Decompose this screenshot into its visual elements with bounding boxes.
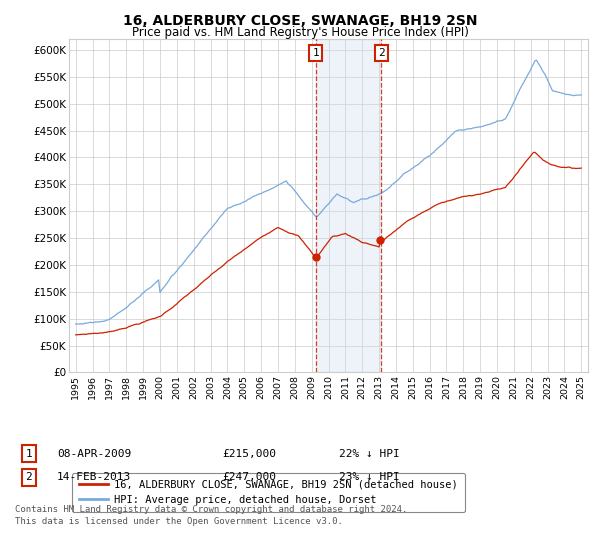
Text: 22% ↓ HPI: 22% ↓ HPI (339, 449, 400, 459)
Text: 08-APR-2009: 08-APR-2009 (57, 449, 131, 459)
Text: 2: 2 (25, 472, 32, 482)
Text: 1: 1 (313, 48, 319, 58)
Bar (316, 39, 381, 372)
Text: 14-FEB-2013: 14-FEB-2013 (57, 472, 131, 482)
Legend: 16, ALDERBURY CLOSE, SWANAGE, BH19 2SN (detached house), HPI: Average price, det: 16, ALDERBURY CLOSE, SWANAGE, BH19 2SN (… (71, 473, 466, 512)
Text: 1: 1 (25, 449, 32, 459)
Text: 2: 2 (377, 48, 385, 58)
Text: £247,000: £247,000 (222, 472, 276, 482)
Text: Contains HM Land Registry data © Crown copyright and database right 2024.
This d: Contains HM Land Registry data © Crown c… (15, 505, 407, 526)
Text: 23% ↓ HPI: 23% ↓ HPI (339, 472, 400, 482)
Text: Price paid vs. HM Land Registry's House Price Index (HPI): Price paid vs. HM Land Registry's House … (131, 26, 469, 39)
Text: £215,000: £215,000 (222, 449, 276, 459)
Text: 16, ALDERBURY CLOSE, SWANAGE, BH19 2SN: 16, ALDERBURY CLOSE, SWANAGE, BH19 2SN (123, 14, 477, 28)
